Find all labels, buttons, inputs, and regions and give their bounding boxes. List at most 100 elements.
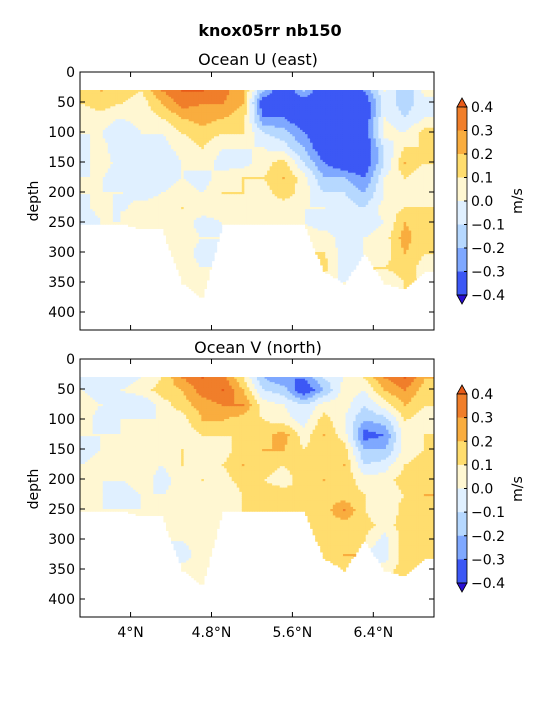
heatmap-cell [100, 95, 104, 98]
heatmap-cell [122, 114, 127, 118]
heatmap-cell [122, 129, 127, 133]
heatmap-cell [153, 140, 157, 144]
heatmap-cell [87, 96, 91, 100]
heatmap-cell [138, 114, 142, 118]
heatmap-cell [140, 119, 144, 122]
heatmap-cell [105, 149, 109, 152]
heatmap-cell [143, 164, 147, 167]
heatmap-cell [112, 142, 116, 146]
heatmap-cell [92, 172, 96, 176]
heatmap-cell [120, 166, 124, 170]
heatmap-cell [82, 96, 86, 100]
heatmap-cell [80, 170, 84, 174]
heatmap-cell [105, 147, 109, 150]
heatmap-cell [153, 142, 157, 146]
heatmap-cell [100, 96, 104, 100]
heatmap-cell [92, 159, 96, 163]
heatmap-cell [82, 207, 86, 210]
heatmap-cell [130, 213, 134, 217]
heatmap-cell [100, 106, 104, 110]
heatmap-cell [92, 222, 96, 225]
heatmap-cell [133, 157, 137, 161]
heatmap-cell [133, 166, 137, 170]
heatmap-cell [120, 104, 124, 107]
heatmap-cell [82, 192, 86, 195]
heatmap-cell [82, 138, 86, 142]
heatmap-cell [97, 127, 101, 131]
heatmap-cell [80, 110, 84, 114]
heatmap-cell [143, 157, 147, 161]
heatmap-cell [102, 149, 106, 152]
heatmap-cell [138, 164, 142, 167]
heatmap-cell [117, 194, 122, 197]
heatmap-cell [85, 123, 89, 127]
heatmap-cell [122, 213, 127, 217]
heatmap-cell [143, 185, 147, 189]
heatmap-cell [85, 213, 89, 217]
heatmap-cell [158, 174, 162, 178]
heatmap-cell [115, 168, 119, 172]
heatmap-cell [97, 95, 101, 98]
heatmap-cell [92, 215, 96, 219]
heatmap-cell [115, 95, 119, 98]
heatmap-cell [105, 108, 109, 112]
y-axis-label: depth [26, 181, 42, 222]
heatmap-cell [128, 151, 132, 155]
heatmap-cell [112, 121, 116, 125]
heatmap-cell [138, 222, 142, 225]
heatmap-cell [112, 172, 116, 176]
heatmap-cell [112, 119, 116, 122]
heatmap-cell [143, 136, 147, 140]
heatmap-cell [130, 222, 134, 225]
heatmap-cell [153, 181, 157, 185]
heatmap-cell [130, 192, 134, 195]
heatmap-cell [97, 151, 101, 155]
heatmap-cell [148, 136, 152, 140]
heatmap-cell [102, 95, 106, 98]
heatmap-cell [158, 127, 162, 131]
heatmap-cell [128, 174, 132, 178]
heatmap-cell [107, 187, 111, 191]
heatmap-cell [150, 136, 154, 140]
heatmap-cell [110, 140, 114, 144]
heatmap-cell [148, 189, 152, 193]
heatmap-cell [105, 162, 109, 165]
heatmap-cell [87, 93, 91, 96]
heatmap-cell [135, 123, 139, 127]
heatmap-cell [80, 100, 84, 103]
heatmap-cell [107, 189, 111, 193]
heatmap-cell [97, 183, 101, 187]
heatmap-cell [143, 129, 147, 133]
heatmap-cell [125, 164, 129, 167]
heatmap-cell [130, 100, 134, 103]
heatmap-cell [140, 202, 144, 206]
heatmap-cell [120, 91, 124, 95]
heatmap-cell [102, 217, 106, 221]
heatmap-cell [105, 110, 109, 114]
heatmap-cell [92, 194, 96, 197]
heatmap-cell [128, 179, 132, 182]
heatmap-cell [115, 177, 119, 180]
heatmap-cell [102, 147, 106, 150]
heatmap-cell [90, 104, 94, 107]
heatmap-cell [80, 174, 84, 178]
heatmap-cell [150, 102, 154, 105]
heatmap-cell [102, 181, 106, 185]
heatmap-cell [92, 117, 96, 120]
heatmap-cell [87, 189, 91, 193]
heatmap-cell [143, 140, 147, 144]
heatmap-cell [153, 90, 157, 93]
heatmap-cell [120, 98, 124, 101]
heatmap-cell [150, 179, 154, 182]
heatmap-cell [120, 207, 124, 210]
heatmap-cell [122, 125, 127, 129]
heatmap-cell [125, 189, 129, 193]
heatmap-cell [102, 192, 106, 195]
heatmap-cell [150, 164, 154, 167]
heatmap-cell [133, 98, 137, 101]
heatmap-cell [120, 151, 124, 155]
heatmap-cell [90, 98, 94, 101]
heatmap-cell [216, 239, 220, 242]
heatmap-cell [158, 136, 162, 140]
heatmap-cell [107, 93, 111, 96]
